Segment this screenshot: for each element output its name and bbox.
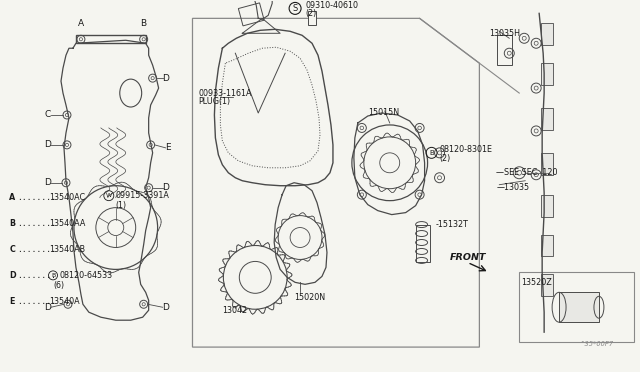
Bar (541, 195, 553, 217)
Text: 13035H: 13035H (490, 29, 520, 38)
Bar (559, 292, 599, 322)
Text: D: D (163, 74, 170, 83)
Bar (541, 275, 553, 296)
Text: 13540AC: 13540AC (49, 193, 85, 202)
Text: 08120-64533: 08120-64533 (60, 271, 113, 280)
Text: ........: ........ (17, 297, 56, 306)
Bar (76, 35, 146, 43)
Text: 13540A: 13540A (49, 297, 79, 306)
Text: S: S (292, 4, 298, 13)
Bar (308, 12, 316, 25)
Bar (238, 3, 264, 26)
Text: 09915-3391A: 09915-3391A (116, 191, 170, 200)
Text: D: D (163, 303, 170, 312)
Text: ........: ........ (17, 271, 56, 280)
Circle shape (223, 246, 287, 309)
Text: PLUG(1): PLUG(1) (198, 97, 230, 106)
Bar (415, 225, 429, 262)
Text: -15132T: -15132T (436, 220, 468, 229)
Text: (1): (1) (116, 201, 127, 210)
Bar (497, 35, 512, 65)
Text: B: B (51, 273, 55, 278)
Text: ........: ........ (17, 245, 56, 254)
Text: (2): (2) (305, 9, 316, 18)
Text: (2): (2) (440, 154, 451, 163)
Text: FRONT: FRONT (449, 253, 486, 262)
Bar (541, 108, 553, 130)
Circle shape (352, 125, 428, 201)
Text: W: W (106, 193, 112, 198)
Text: C: C (45, 110, 51, 119)
Text: 15020N: 15020N (294, 293, 326, 302)
Text: 15015N: 15015N (368, 109, 399, 118)
Text: B: B (9, 219, 15, 228)
Text: ^35*00P7: ^35*00P7 (579, 341, 613, 347)
Text: 08120-8301E: 08120-8301E (440, 145, 493, 154)
Text: —SEE SEC. 120: —SEE SEC. 120 (497, 168, 558, 177)
Text: 13042: 13042 (222, 306, 248, 315)
Text: ........: ........ (17, 219, 56, 228)
Text: 00933-1161A: 00933-1161A (198, 89, 252, 97)
Text: E: E (166, 143, 172, 153)
Text: D: D (44, 303, 51, 312)
Text: D: D (44, 178, 51, 187)
Text: ........: ........ (17, 193, 56, 202)
Text: 13520Z: 13520Z (521, 278, 552, 287)
Text: (6): (6) (53, 281, 64, 290)
Text: E: E (9, 297, 15, 306)
Text: 09310-40610: 09310-40610 (305, 1, 358, 10)
Bar (541, 23, 553, 45)
Text: 13540AA: 13540AA (49, 219, 85, 228)
Text: A: A (9, 193, 15, 202)
Text: D: D (9, 271, 16, 280)
Text: —13035: —13035 (497, 183, 529, 192)
Bar (541, 63, 553, 85)
Text: D: D (163, 183, 170, 192)
Text: 13540AB: 13540AB (49, 245, 85, 254)
Text: A: A (78, 19, 84, 28)
Bar (519, 272, 634, 342)
Text: D: D (44, 140, 51, 150)
Bar (541, 234, 553, 256)
Text: B: B (141, 19, 147, 28)
Text: C: C (9, 245, 15, 254)
Text: B: B (429, 150, 434, 156)
Bar (541, 153, 553, 175)
